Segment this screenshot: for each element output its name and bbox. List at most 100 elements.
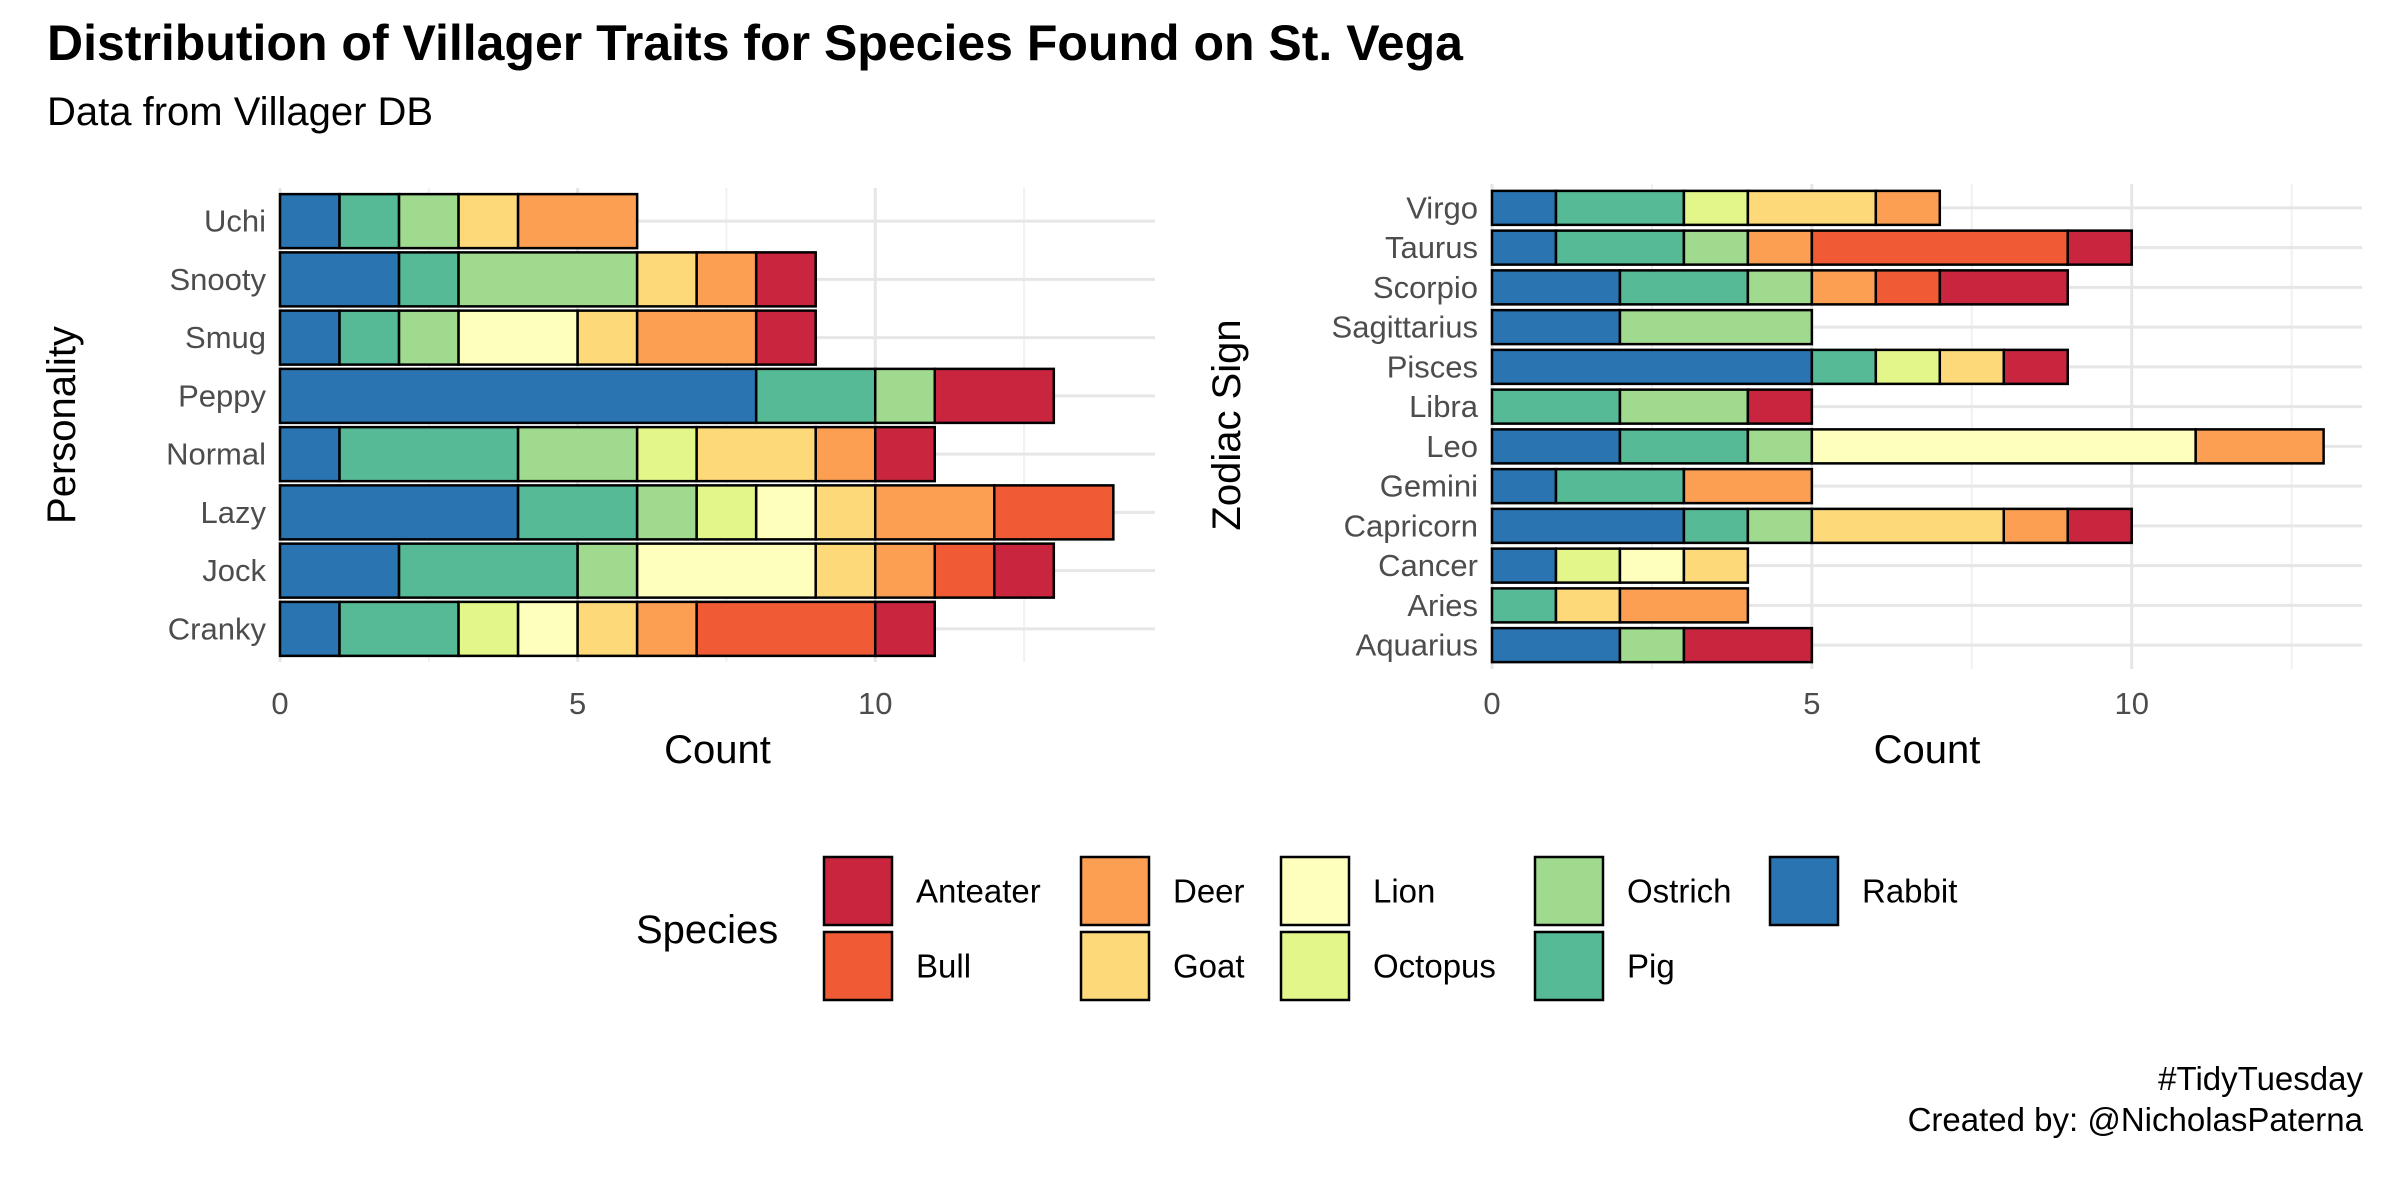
x-tick-label: 10: [858, 686, 892, 721]
bar-lazy-goat: [814, 484, 877, 541]
y-tick-label: Cancer: [1378, 548, 1478, 583]
legend-label: Octopus: [1373, 948, 1496, 985]
y-axis-title: Personality: [40, 326, 84, 524]
bar-cranky-octopus: [457, 600, 520, 658]
legend-label: Bull: [916, 948, 971, 985]
bar-cancer-rabbit: [1490, 547, 1558, 584]
bar-scorpio-deer: [1810, 269, 1878, 306]
bar-snooty-deer: [695, 251, 758, 308]
bar-virgo-deer: [1874, 189, 1942, 227]
y-tick-label: Taurus: [1385, 230, 1478, 265]
bar-jock-anteater: [993, 542, 1056, 599]
bar-jock-rabbit: [278, 542, 401, 599]
y-tick-label: Aries: [1407, 588, 1478, 623]
x-tick-label: 10: [2114, 686, 2148, 721]
bar-snooty-pig: [397, 251, 460, 308]
legend-key-goat: [1079, 930, 1151, 1002]
bar-pisces-pig: [1810, 348, 1878, 386]
y-tick-label: Cranky: [168, 611, 267, 646]
bar-pisces-goat: [1938, 348, 2006, 386]
bar-cranky-deer: [635, 600, 698, 658]
bar-gemini-pig: [1554, 467, 1686, 505]
y-tick-label: Uchi: [204, 204, 266, 239]
legend-label: Anteater: [916, 873, 1041, 910]
bar-capricorn-rabbit: [1490, 507, 1686, 545]
bar-normal-octopus: [635, 425, 698, 483]
legend-key-anteater: [822, 855, 894, 927]
bar-aquarius-rabbit: [1490, 626, 1622, 664]
legend-label: Ostrich: [1627, 873, 1732, 910]
legend-label: Deer: [1173, 873, 1245, 910]
bar-normal-deer: [814, 425, 877, 483]
bar-normal-goat: [695, 425, 817, 483]
legend-key-ostrich: [1533, 855, 1605, 927]
bar-jock-goat: [814, 542, 877, 599]
bar-virgo-pig: [1554, 189, 1686, 227]
bar-sagittarius-rabbit: [1490, 308, 1622, 346]
bar-leo-pig: [1618, 428, 1750, 465]
bar-scorpio-anteater: [1938, 269, 2069, 306]
x-tick-label: 5: [569, 686, 586, 721]
bar-cranky-rabbit: [278, 600, 341, 658]
y-tick-label: Gemini: [1380, 469, 1478, 504]
bar-normal-rabbit: [278, 425, 341, 483]
bar-smug-ostrich: [397, 309, 460, 366]
bar-libra-pig: [1490, 388, 1622, 425]
bar-cranky-goat: [576, 600, 639, 658]
bar-scorpio-ostrich: [1746, 269, 1814, 306]
x-axis-title: Count: [1874, 728, 1981, 772]
legend-key-bull: [822, 930, 894, 1002]
bar-snooty-anteater: [754, 251, 817, 308]
bar-leo-rabbit: [1490, 428, 1622, 465]
bar-cranky-bull: [695, 600, 877, 658]
bar-sagittarius-ostrich: [1618, 308, 1814, 346]
bar-lazy-pig: [516, 484, 639, 541]
y-tick-label: Snooty: [169, 262, 266, 297]
y-tick-label: Aquarius: [1356, 628, 1478, 663]
bar-taurus-pig: [1554, 229, 1686, 266]
personality-panel: Uchi Snooty Smug Peppy Normal Lazy Jock Cranky 0…: [40, 188, 1155, 772]
bar-taurus-bull: [1810, 229, 2069, 266]
bar-lazy-deer: [873, 484, 996, 541]
chart-title: Distribution of Villager Traits for Spec…: [47, 15, 1463, 71]
y-tick-label: Leo: [1426, 429, 1478, 464]
bar-uchi-rabbit: [278, 192, 341, 250]
legend-key-deer: [1079, 855, 1151, 927]
bar-libra-anteater: [1746, 388, 1814, 425]
bar-scorpio-pig: [1618, 269, 1750, 306]
bar-capricorn-anteater: [2066, 507, 2133, 545]
y-tick-label: Capricorn: [1344, 508, 1478, 543]
bar-leo-lion: [1810, 428, 2197, 465]
bar-smug-goat: [576, 309, 639, 366]
bar-leo-ostrich: [1746, 428, 1814, 465]
bar-snooty-goat: [635, 251, 698, 308]
chart-subtitle: Data from Villager DB: [47, 90, 434, 134]
bar-peppy-ostrich: [873, 367, 937, 425]
bar-aries-deer: [1618, 587, 1750, 624]
y-axis-title: Zodiac Sign: [1205, 319, 1249, 530]
bar-scorpio-rabbit: [1490, 269, 1622, 306]
x-axis-title: Count: [664, 728, 771, 772]
bar-lazy-rabbit: [278, 484, 520, 541]
y-tick-label: Lazy: [201, 495, 267, 530]
bar-gemini-rabbit: [1490, 467, 1558, 505]
bar-jock-pig: [397, 542, 579, 599]
y-tick-label: Normal: [166, 437, 266, 472]
bar-leo-deer: [2194, 428, 2325, 465]
species-legend: Species Anteater Bull Deer Goat Lion Octopus Os…: [636, 855, 1957, 1002]
bar-peppy-pig: [754, 367, 877, 425]
bar-snooty-ostrich: [457, 251, 639, 308]
bar-cranky-anteater: [873, 600, 937, 658]
bar-cancer-lion: [1618, 547, 1686, 584]
bar-pisces-anteater: [2002, 348, 2069, 386]
legend-key-rabbit: [1768, 855, 1840, 927]
y-tick-label: Sagittarius: [1332, 310, 1478, 345]
bar-lazy-octopus: [695, 484, 758, 541]
y-tick-label: Virgo: [1406, 190, 1478, 225]
legend-key-octopus: [1279, 930, 1351, 1002]
y-tick-label: Jock: [202, 553, 266, 588]
bar-smug-deer: [635, 309, 758, 366]
y-tick-label: Pisces: [1387, 349, 1478, 384]
bar-lazy-bull: [993, 484, 1115, 541]
